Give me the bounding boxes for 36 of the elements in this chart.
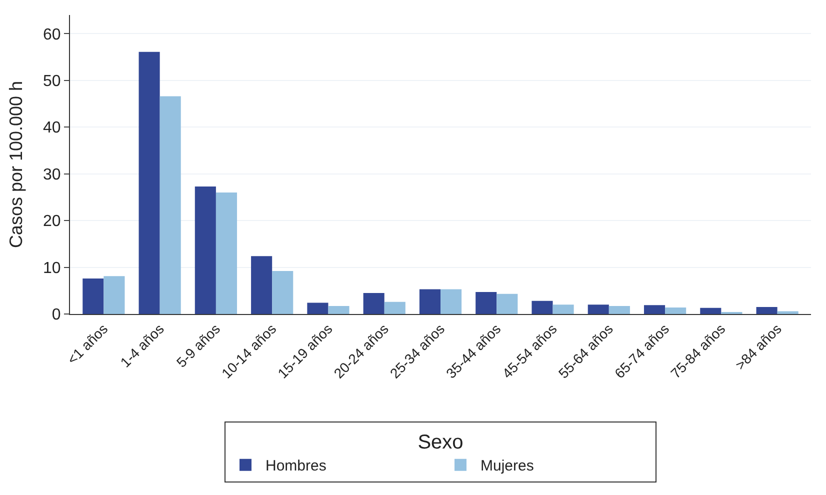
- bar: [104, 276, 125, 314]
- bar: [307, 302, 328, 314]
- bar: [440, 289, 462, 314]
- y-tick-label: 60: [43, 26, 61, 44]
- bar: [608, 306, 630, 314]
- bar: [496, 294, 518, 314]
- bar: [665, 307, 686, 314]
- y-tick-label: 40: [43, 120, 61, 137]
- y-tick-label: 0: [52, 306, 61, 324]
- bar: [419, 289, 440, 314]
- y-tick-label: 10: [43, 260, 61, 277]
- legend-label: Hombres: [266, 458, 326, 475]
- bar: [82, 278, 104, 314]
- bar: [532, 300, 553, 314]
- bar: [272, 271, 294, 314]
- bar: [160, 96, 181, 314]
- bar: [552, 304, 574, 314]
- bar: [251, 256, 272, 314]
- y-tick-label: 20: [43, 213, 61, 230]
- bar: [644, 305, 666, 314]
- bar: [216, 192, 238, 314]
- bar: [700, 308, 722, 314]
- bar: [756, 306, 778, 314]
- legend-title: Sexo: [418, 432, 464, 454]
- bar: [476, 292, 497, 314]
- y-tick-label: 30: [43, 166, 61, 184]
- bar: [138, 52, 160, 314]
- legend-label: Mujeres: [480, 458, 534, 475]
- bar: [363, 292, 384, 314]
- bar: [588, 304, 609, 314]
- bar: [194, 186, 216, 314]
- y-tick-label: 50: [43, 73, 61, 90]
- bar: [777, 311, 798, 314]
- bar: [328, 306, 350, 314]
- y-axis-title: Casos por 100.000 h: [6, 80, 26, 248]
- bar: [384, 302, 406, 314]
